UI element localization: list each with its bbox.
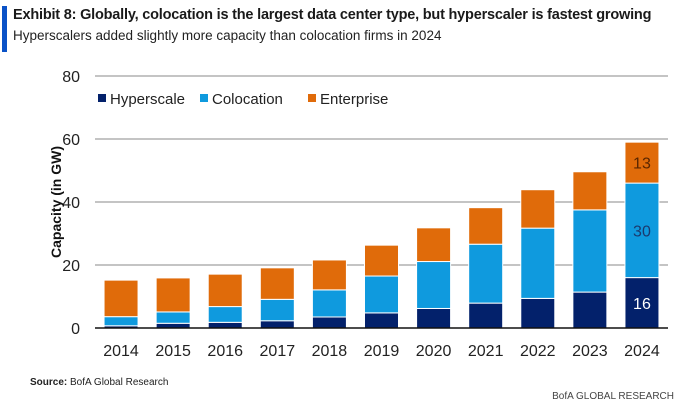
bar-enterprise-2022 (520, 189, 556, 229)
legend-label-colocation: Colocation (212, 91, 283, 108)
bar-hyperscale-2016 (207, 321, 243, 329)
legend-label-hyperscale: Hyperscale (110, 91, 185, 108)
source-note: Source: BofA Global Research (30, 377, 168, 388)
bar-hyperscale-2024 (624, 277, 660, 329)
bar-hyperscale-2022 (520, 297, 556, 329)
bar-hyperscale-2021 (468, 302, 504, 329)
bar-enterprise-2016 (207, 273, 243, 308)
x-tick-label: 2022 (520, 343, 556, 360)
bar-colocation-2016 (207, 306, 243, 323)
x-tick-label: 2023 (572, 343, 608, 360)
legend-swatch-colocation (200, 94, 208, 102)
x-tick-label: 2024 (624, 343, 660, 360)
bar-colocation-2015 (155, 311, 191, 324)
bar-enterprise-2021 (468, 207, 504, 245)
bar-colocation-2019 (364, 275, 399, 314)
bar-colocation-2022 (520, 227, 556, 299)
bar-hyperscale-2019 (364, 312, 399, 329)
bar-colocation-2021 (468, 243, 504, 304)
bar-enterprise-2014 (103, 279, 139, 318)
y-tick-label: 80 (62, 69, 80, 86)
y-tick-label: 20 (62, 258, 80, 275)
bar-colocation-2018 (311, 289, 347, 318)
legend-label-enterprise: Enterprise (320, 91, 388, 108)
legend-swatch-enterprise (308, 94, 316, 102)
bar-colocation-2024 (624, 182, 660, 279)
data-label: 30 (633, 223, 651, 240)
bar-hyperscale-2018 (311, 316, 347, 329)
bar-enterprise-2023 (572, 171, 608, 211)
data-label: 13 (633, 156, 651, 173)
bar-colocation-2017 (259, 298, 295, 322)
data-label: 16 (633, 296, 651, 313)
bar-hyperscale-2017 (259, 320, 295, 329)
x-tick-label: 2016 (207, 343, 243, 360)
y-tick-label: 40 (62, 195, 80, 212)
bar-colocation-2023 (572, 209, 608, 293)
x-tick-label: 2018 (312, 343, 348, 360)
x-tick-label: 2017 (260, 343, 296, 360)
bar-colocation-2020 (416, 261, 452, 309)
x-tick-label: 2015 (155, 343, 191, 360)
source-text: BofA Global Research (70, 377, 169, 388)
bar-colocation-2014 (103, 316, 139, 327)
y-tick-label: 60 (62, 132, 80, 149)
source-label: Source: (30, 377, 68, 388)
y-tick-label: 0 (71, 321, 80, 338)
x-tick-label: 2020 (416, 343, 452, 360)
bar-enterprise-2018 (311, 259, 347, 291)
brand-footer: BofA GLOBAL RESEARCH (552, 391, 674, 402)
bar-enterprise-2017 (259, 267, 295, 300)
x-tick-label: 2019 (364, 343, 400, 360)
bar-enterprise-2020 (416, 227, 452, 263)
chart-subtitle: Hyperscalers added slightly more capacit… (13, 28, 442, 43)
legend-swatch-hyperscale (98, 94, 106, 102)
bar-enterprise-2019 (364, 244, 399, 277)
bar-hyperscale-2023 (572, 291, 608, 329)
bar-enterprise-2015 (155, 277, 191, 313)
title-accent-bar (2, 6, 7, 52)
x-tick-label: 2014 (103, 343, 139, 360)
y-axis-label: Capacity (in GW) (48, 146, 64, 258)
chart-title: Exhibit 8: Globally, colocation is the l… (13, 7, 652, 23)
bar-enterprise-2024 (624, 141, 660, 184)
x-tick-label: 2021 (468, 343, 504, 360)
bar-hyperscale-2020 (416, 307, 452, 329)
